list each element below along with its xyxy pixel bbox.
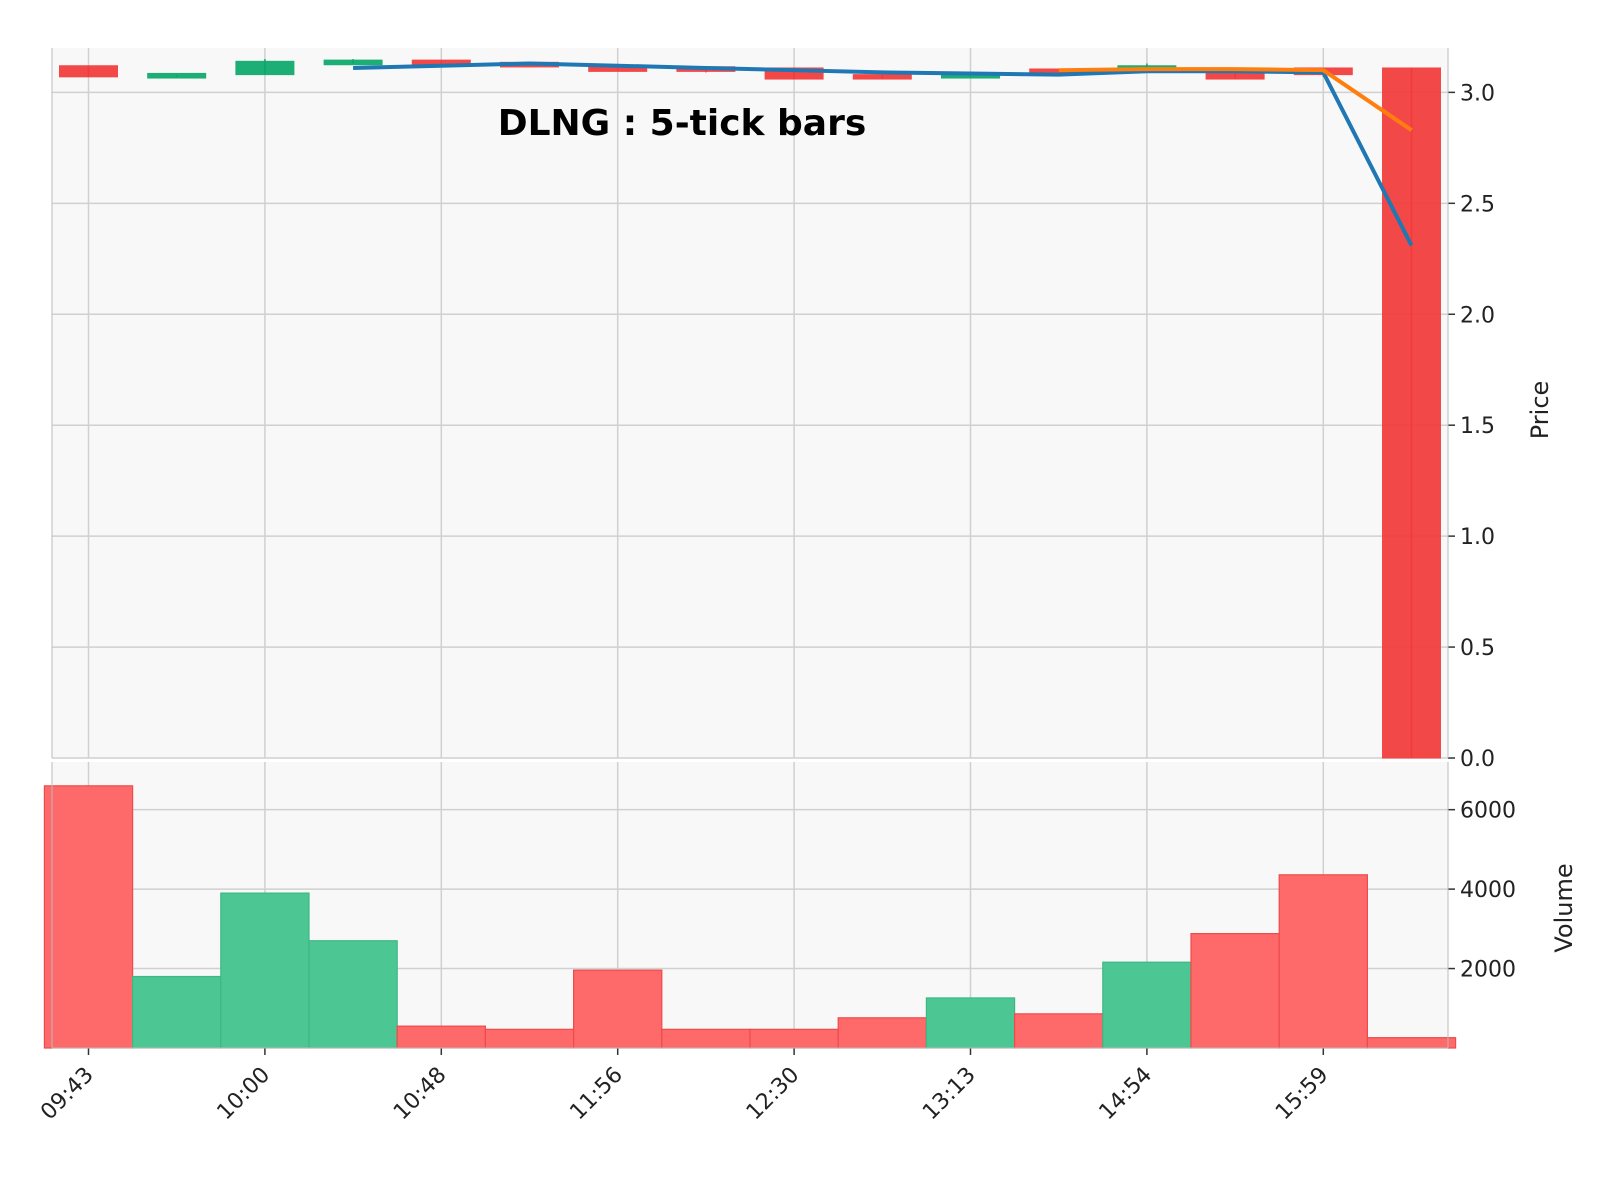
volume-bar <box>1190 932 1280 1049</box>
candle-body <box>147 72 207 79</box>
volume-bar <box>925 997 1016 1049</box>
price-panel-background <box>52 48 1448 758</box>
price-axis-label: Price <box>1526 381 1554 440</box>
price-tick-label: 0.0 <box>1460 747 1495 772</box>
candle-body <box>764 67 824 80</box>
moving-average-lines <box>353 61 1414 247</box>
volume-tick-label: 2000 <box>1460 958 1516 983</box>
candle-body <box>323 59 383 66</box>
price-tick-label: 1.5 <box>1460 414 1495 439</box>
moving-average-line-orange <box>1058 67 1413 132</box>
volume-tick-label: 6000 <box>1460 799 1516 824</box>
volume-bar <box>661 1028 751 1049</box>
moving-average-line-blue <box>353 61 1414 247</box>
volume-bar <box>220 892 310 1049</box>
volume-bar <box>1013 1013 1104 1049</box>
volume-axis-label: Volume <box>1550 863 1578 952</box>
volume-bar <box>396 1025 487 1049</box>
x-tick-label: 14:54 <box>1095 1063 1158 1126</box>
volume-bar <box>484 1028 575 1049</box>
volume-bars <box>43 785 1457 1049</box>
volume-bar <box>1366 1037 1457 1049</box>
price-tick-label: 2.5 <box>1460 192 1495 217</box>
price-tick-label: 0.5 <box>1460 636 1495 661</box>
chart-title: DLNG : 5-tick bars <box>498 103 867 144</box>
x-tick-label: 10:00 <box>213 1063 276 1126</box>
price-tick-label: 1.0 <box>1460 525 1495 550</box>
volume-tick-label: 4000 <box>1460 878 1516 903</box>
candle-body <box>1382 67 1441 759</box>
x-tick-label: 15:59 <box>1271 1063 1334 1126</box>
volume-bar <box>572 969 663 1049</box>
x-tick-label: 12:30 <box>742 1063 805 1126</box>
price-tick-label: 2.0 <box>1460 303 1495 328</box>
candle-body <box>852 74 912 80</box>
volume-bar <box>1102 961 1192 1049</box>
x-tick-label: 09:43 <box>36 1063 99 1126</box>
volume-bar <box>749 1028 839 1049</box>
volume-bar <box>308 940 398 1049</box>
volume-bar <box>132 975 222 1049</box>
volume-bar <box>1278 874 1368 1049</box>
x-tick-label: 11:56 <box>565 1063 628 1126</box>
price-tick-label: 3.0 <box>1460 81 1495 106</box>
volume-bar <box>43 785 134 1049</box>
candle-body <box>59 65 118 78</box>
x-tick-label: 10:48 <box>389 1063 452 1126</box>
volume-bar <box>837 1017 928 1049</box>
x-tick-label: 13:13 <box>918 1063 981 1126</box>
candle-body <box>235 60 295 76</box>
